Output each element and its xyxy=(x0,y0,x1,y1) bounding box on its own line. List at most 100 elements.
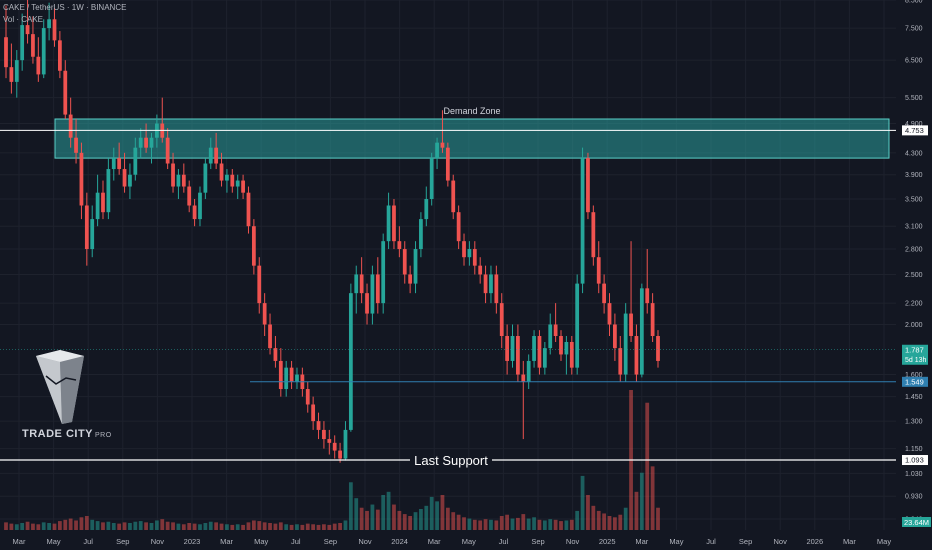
volume-bar xyxy=(171,522,175,530)
volume-bar xyxy=(25,521,30,530)
volume-bar xyxy=(462,517,466,530)
candle-body xyxy=(521,374,526,382)
candle-body xyxy=(327,439,332,443)
volume-bar xyxy=(230,524,235,530)
y-tick-label: 3.100 xyxy=(905,224,923,231)
volume-bar xyxy=(634,491,639,530)
candle-body xyxy=(20,25,25,61)
volume-bar xyxy=(181,524,186,530)
x-tick-label: Mar xyxy=(635,537,648,546)
volume-legend[interactable]: Vol · CAKE xyxy=(3,15,44,24)
volume-bar xyxy=(499,516,504,530)
y-tick-label: 5.500 xyxy=(905,95,923,102)
candle-body xyxy=(451,180,456,213)
candle-body xyxy=(332,442,337,451)
volume-bar xyxy=(257,521,262,530)
y-tick-label: 2.800 xyxy=(905,247,923,254)
symbol-legend[interactable]: CAKE / TetherUS · 1W · BINANCE xyxy=(3,3,127,12)
candle-body xyxy=(257,265,262,304)
candle-body xyxy=(586,158,590,213)
volume-bar xyxy=(138,521,143,530)
y-tick-label: 0.930 xyxy=(905,494,923,501)
candle-body xyxy=(408,274,413,284)
volume-bar xyxy=(338,523,342,530)
y-tick-label: 7.500 xyxy=(905,26,923,33)
volume-bar xyxy=(90,519,95,530)
x-tick-label: Sep xyxy=(324,537,337,546)
volume-bar xyxy=(144,522,148,530)
candle-body xyxy=(607,303,612,325)
candle-body xyxy=(284,367,289,390)
volume-bar xyxy=(295,524,299,530)
candle-body xyxy=(445,147,450,181)
candle-body xyxy=(181,174,186,187)
candle-body xyxy=(348,293,353,430)
candle-body xyxy=(235,180,240,187)
level-line-tag xyxy=(902,376,928,387)
volume-bar xyxy=(456,514,461,530)
volume-tag-text: 23.64M xyxy=(904,518,929,527)
volume-bar xyxy=(154,520,159,530)
volume-bar xyxy=(84,516,89,530)
candle-body xyxy=(440,142,445,148)
x-tick-label: Nov xyxy=(358,537,372,546)
volume-bar xyxy=(4,522,8,530)
volume-bar xyxy=(553,519,558,530)
volume-bar xyxy=(235,524,240,530)
volume-bar xyxy=(532,517,536,530)
chart-legend: CAKE / TetherUS · 1W · BINANCE Vol · CAK… xyxy=(3,2,126,26)
volume-bar xyxy=(397,510,402,530)
volume-bar xyxy=(521,514,526,530)
volume-bar xyxy=(542,520,547,530)
candle-body xyxy=(273,348,278,361)
trade-city-logo xyxy=(36,350,84,424)
volume-bar xyxy=(467,518,472,530)
volume-bar xyxy=(381,495,386,530)
candle-body xyxy=(9,67,14,82)
candle-body xyxy=(499,303,504,337)
x-tick-label: 2026 xyxy=(806,537,823,546)
candle-body xyxy=(246,192,251,227)
candle-body xyxy=(629,313,633,337)
volume-bar xyxy=(408,516,413,530)
support-label: Last Support xyxy=(414,453,488,468)
volume-bar xyxy=(273,523,278,530)
candle-body xyxy=(305,389,310,405)
candle-body xyxy=(354,274,359,294)
candle-body xyxy=(241,180,245,193)
y-tick-label: 1.600 xyxy=(905,372,923,379)
candle-body xyxy=(90,219,95,250)
volume-bar xyxy=(14,524,19,530)
volume-bar xyxy=(63,519,68,530)
volume-bar xyxy=(176,523,181,530)
candle-body xyxy=(537,336,542,368)
candle-body xyxy=(262,303,267,325)
volume-bar xyxy=(133,521,138,530)
candle-body xyxy=(645,288,650,304)
time-axis[interactable]: Mar May Jul Sep Nov 2023 Mar May Jul Sep Nov 2024 Ma… xyxy=(13,537,892,546)
volume-bar xyxy=(289,524,294,530)
volume-bar xyxy=(198,524,202,530)
volume-bar xyxy=(284,524,289,530)
candle-body xyxy=(370,274,375,314)
volume-bar xyxy=(483,519,488,530)
countdown-tag-text: 5d 13h xyxy=(905,357,927,364)
volume-bar xyxy=(343,520,348,530)
volume-bar xyxy=(117,523,122,530)
x-tick-label: Nov xyxy=(151,537,165,546)
candle-body xyxy=(548,324,553,349)
volume-bar xyxy=(559,521,563,530)
volume-bar xyxy=(429,496,434,530)
volume-bar xyxy=(494,520,499,530)
candle-body xyxy=(494,274,499,304)
last-price-tag xyxy=(902,344,928,365)
candle-body xyxy=(219,163,224,181)
candle-body xyxy=(68,114,73,138)
candle-body xyxy=(532,336,536,361)
candle-body xyxy=(117,158,122,170)
candle-body xyxy=(106,169,111,213)
candle-body xyxy=(295,374,299,382)
candle-body xyxy=(47,19,51,29)
x-tick-label: Jul xyxy=(706,537,716,546)
